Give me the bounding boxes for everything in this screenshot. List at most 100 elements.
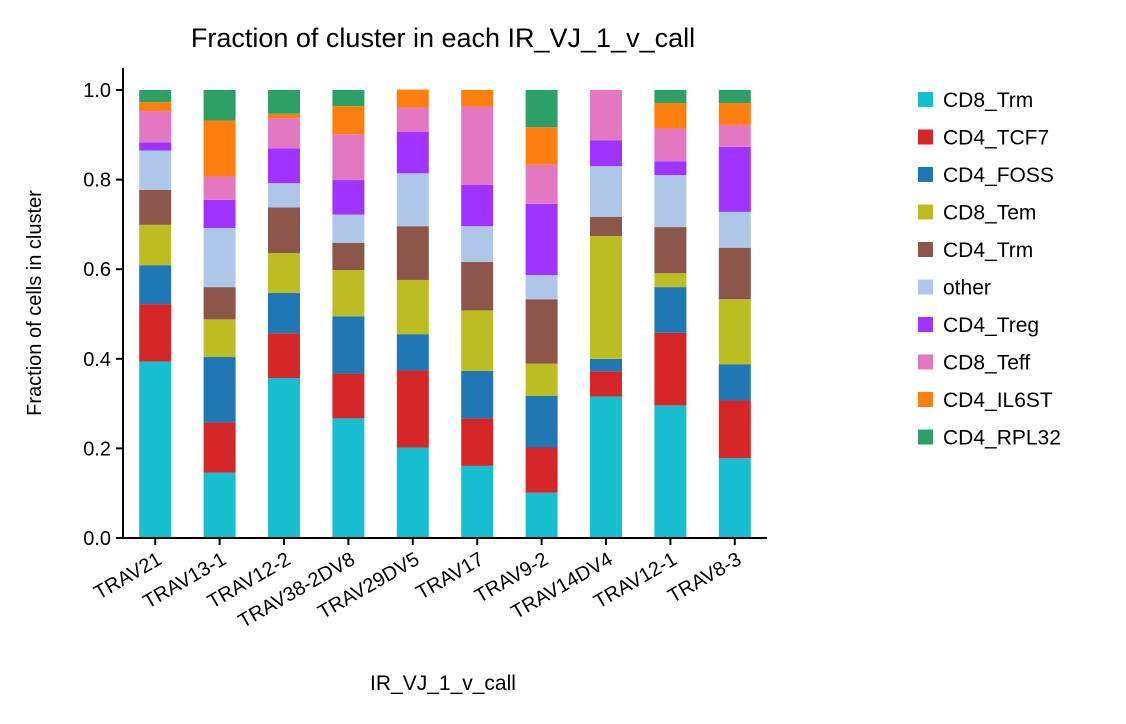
bar-segment-trav12-1-cd8_tem (654, 273, 687, 288)
x-tick-label: TRAV8-3 (664, 548, 745, 607)
legend-label-cd8_tem: CD8_Tem (943, 202, 1036, 225)
bar-segment-trav8-3-cd4_rpl32 (718, 90, 751, 103)
bar-segment-trav12-1-cd4_il6st (654, 102, 687, 129)
bar-segment-trav17-cd8_trm (461, 465, 494, 538)
bar-segment-trav13-1-cd4_tcf7 (203, 422, 236, 473)
bar-segment-trav13-1-cd4_il6st (203, 120, 236, 177)
bar-segment-trav38-2dv8-cd8_tem (332, 270, 365, 317)
bar-segment-trav29dv5-cd8_tem (396, 279, 429, 335)
bar-segment-trav38-2dv8-cd4_rpl32 (332, 90, 365, 107)
bar-segment-trav38-2dv8-cd4_foss (332, 316, 365, 374)
bar-segment-trav12-1-cd8_trm (654, 405, 687, 538)
bar-segment-trav12-1-cd4_foss (654, 287, 687, 333)
bar-segment-trav12-2-other (268, 183, 300, 208)
legend-swatch-cd8_trm (918, 92, 933, 107)
bar-segment-trav21-cd4_il6st (139, 102, 172, 112)
legend-swatch-cd8_tem (918, 204, 933, 220)
bar-segment-trav17-cd4_foss (461, 370, 494, 419)
bar-segment-trav12-1-cd4_tcf7 (654, 332, 687, 406)
bar-segment-trav12-1-cd4_trm (654, 227, 687, 274)
bar-segment-trav8-3-cd8_tem (718, 299, 751, 365)
bar-segment-trav21-cd8_tem (139, 224, 172, 266)
bar-segment-trav9-2-cd4_foss (525, 395, 558, 448)
bar-segment-trav9-2-cd4_tcf7 (525, 447, 558, 493)
x-axis-label: IR_VJ_1_v_call (370, 672, 516, 695)
legend-label-other: other (943, 277, 991, 300)
bar-segment-trav12-2-cd4_foss (268, 292, 300, 334)
legend-swatch-other (918, 279, 933, 295)
bar-segment-trav9-2-cd4_trm (525, 299, 558, 364)
bar-segment-trav21-cd4_foss (139, 265, 172, 305)
bar-segment-trav12-2-cd8_trm (268, 378, 300, 538)
bar-segment-trav12-1-cd8_teff (654, 128, 687, 162)
bar-segment-trav9-2-cd8_tem (525, 363, 558, 396)
bar-segment-trav38-2dv8-cd8_teff (332, 134, 365, 181)
bar-segment-trav21-cd4_trm (139, 189, 172, 225)
legend-swatch-cd8_teff (918, 354, 933, 370)
legend-swatch-cd4_tcf7 (918, 129, 933, 145)
bar-segment-trav12-1-cd4_treg (654, 161, 687, 176)
bar-segment-trav9-2-cd4_treg (525, 203, 558, 276)
bar-segment-trav29dv5-cd4_il6st (396, 89, 429, 108)
bar-segment-trav12-2-cd4_treg (268, 148, 300, 184)
bar-segment-trav17-cd8_teff (461, 106, 494, 185)
bar-segment-trav14dv4-cd8_trm (590, 396, 622, 538)
bar-segment-trav29dv5-cd8_trm (396, 447, 429, 538)
y-tick-label: 0.0 (83, 528, 111, 550)
bar-segment-trav38-2dv8-cd4_tcf7 (332, 373, 365, 419)
bar-segment-trav13-1-cd8_tem (203, 319, 236, 358)
bar-segment-trav12-2-cd4_rpl32 (268, 90, 300, 114)
bar-segment-trav29dv5-cd4_foss (396, 334, 429, 371)
bar-segment-trav9-2-cd4_rpl32 (525, 90, 558, 128)
bar-segment-trav38-2dv8-cd4_trm (332, 242, 365, 271)
x-axis: TRAV21TRAV13-1TRAV12-2TRAV38-2DV8TRAV29D… (91, 537, 767, 633)
bar-segment-trav38-2dv8-cd8_trm (332, 418, 365, 538)
legend-swatch-cd4_treg (918, 317, 933, 332)
bar-segment-trav9-2-cd4_il6st (525, 127, 558, 165)
bar-segment-trav29dv5-cd4_tcf7 (396, 370, 429, 448)
bar-segment-trav14dv4-cd8_tem (590, 236, 622, 359)
bar-segment-trav21-cd4_treg (139, 142, 172, 151)
bar-segment-trav17-cd4_treg (461, 184, 494, 227)
bar-segment-trav8-3-cd8_teff (718, 124, 751, 147)
legend-label-cd4_foss: CD4_FOSS (943, 164, 1054, 187)
bar-segment-trav8-3-cd4_trm (718, 247, 751, 300)
y-tick-label: 0.8 (83, 170, 111, 192)
y-tick-label: 0.4 (83, 349, 111, 371)
bar-segment-trav14dv4-cd8_teff (590, 90, 622, 141)
bars-group (139, 89, 751, 538)
bar-segment-trav29dv5-other (396, 173, 429, 227)
bar-segment-trav12-2-cd8_teff (268, 118, 300, 149)
bar-segment-trav8-3-cd8_trm (718, 458, 751, 538)
legend-swatch-cd4_trm (918, 242, 933, 257)
bar-segment-trav9-2-cd8_trm (525, 492, 558, 538)
legend-swatch-cd4_rpl32 (918, 429, 933, 445)
bar-segment-trav8-3-cd4_tcf7 (718, 400, 751, 459)
bar-segment-trav12-2-cd4_tcf7 (268, 333, 300, 379)
bar-segment-trav14dv4-cd4_foss (590, 358, 622, 372)
bar-segment-trav12-2-cd4_trm (268, 207, 300, 254)
bar-segment-trav17-cd4_trm (461, 262, 494, 311)
bar-segment-trav13-1-cd8_teff (203, 176, 236, 200)
bar-segment-trav12-2-cd8_tem (268, 253, 300, 293)
bar-segment-trav21-other (139, 150, 172, 190)
bar-segment-trav12-2-cd4_il6st (268, 113, 300, 119)
bar-segment-trav29dv5-cd4_treg (396, 131, 429, 174)
legend-label-cd8_teff: CD8_Teff (943, 352, 1030, 375)
bar-segment-trav13-1-cd4_trm (203, 287, 236, 320)
bar-segment-trav8-3-other (718, 211, 751, 248)
bar-segment-trav12-1-other (654, 175, 687, 228)
bar-segment-trav38-2dv8-cd4_il6st (332, 106, 365, 135)
bar-segment-trav13-1-cd4_treg (203, 199, 236, 228)
bar-segment-trav17-cd4_tcf7 (461, 418, 494, 466)
bar-segment-trav8-3-cd4_foss (718, 364, 751, 401)
y-axis-label: Fraction of cells in cluster (24, 190, 46, 416)
bar-segment-trav14dv4-cd4_treg (590, 140, 622, 167)
bar-segment-trav13-1-cd4_rpl32 (203, 90, 236, 121)
bar-segment-trav14dv4-other (590, 166, 622, 217)
bar-segment-trav29dv5-cd4_trm (396, 226, 429, 280)
bar-segment-trav17-other (461, 226, 494, 263)
bar-segment-trav14dv4-cd4_tcf7 (590, 371, 622, 397)
legend-swatch-cd4_il6st (918, 392, 933, 407)
